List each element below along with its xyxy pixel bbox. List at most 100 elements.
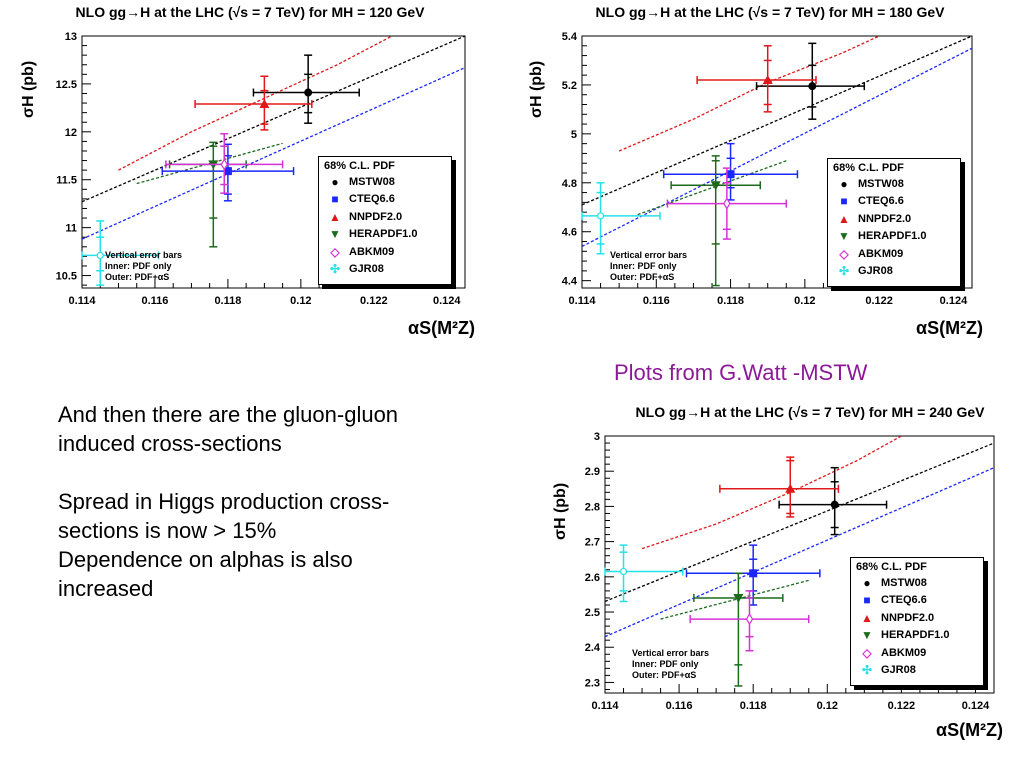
fit-line-nnpdf20: [618, 36, 880, 152]
y-tick-label: 2.4: [585, 642, 601, 654]
chart-mh180: NLO gg→H at the LHC (√s = 7 TeV) for MH …: [520, 0, 1020, 350]
data-point-herapdf10: [693, 572, 784, 687]
x-tick-label: 0.122: [888, 700, 916, 712]
fit-line-mstw08: [605, 442, 994, 603]
data-point-mstw08: [778, 466, 888, 536]
text-line: Spread in Higgs production cross-: [58, 489, 390, 514]
plot-area: 0.114 0.116 0.118 0.12 0.122 0.124 10.5 11 11.5 1…: [56, 31, 466, 307]
fit-lines: [582, 36, 972, 247]
legend: 68% C.L. PDF ● MSTW08 ■ CTEQ6.6 ▲ NNPDF2.0 …: [318, 156, 452, 285]
x-tick-label: 0.118: [214, 295, 241, 307]
legend-header: 68% C.L. PDF: [324, 160, 395, 172]
plot-frame: [604, 435, 995, 694]
fit-line-herapdf10: [136, 142, 283, 185]
x-tick-label: 0.124: [940, 295, 968, 307]
chart-title: NLO gg→H at the LHC (√s = 7 TeV) for MH …: [635, 404, 985, 420]
x-tick-label: 0.124: [433, 295, 461, 307]
data-point-herapdf10: [670, 155, 762, 287]
data-point-nnpdf20: [194, 75, 313, 131]
data-point-herapdf10: [168, 141, 247, 248]
y-tick-label: 2.3: [585, 677, 600, 689]
legend-entry-abkm09: ◇ ABKM09: [862, 645, 927, 660]
x-axis-label: αS(M²Z): [408, 318, 476, 338]
data-point-mstw08: [252, 54, 360, 124]
y-tick-label: 2.9: [585, 466, 600, 478]
legend-entry-gjr08: ✣ GJR08: [838, 264, 893, 279]
fit-line-herapdf10: [660, 579, 809, 620]
data-point-gjr08: [81, 220, 160, 286]
marker-square: [749, 569, 758, 578]
x-axis-label: αS(M²Z): [936, 720, 1004, 740]
legend-entry-herapdf10: ▼ HERAPDF1.0: [838, 229, 927, 244]
fit-line-cteq66: [582, 47, 972, 247]
legend-header: 68% C.L. PDF: [833, 162, 904, 174]
y-tick-label: 2.5: [585, 607, 600, 619]
data-point-abkm09: [689, 590, 810, 652]
marker-circle: [304, 88, 313, 97]
x-tick-label: 0.116: [141, 295, 168, 307]
legend: 68% C.L. PDF ● MSTW08 ■ CTEQ6.6 ▲ NNPDF2.0 …: [850, 557, 984, 686]
marker-open-cross: [619, 567, 628, 576]
marker-open-cross: [96, 251, 104, 260]
legend-entry-mstw08: ● MSTW08: [840, 176, 904, 191]
marker-diamond: [723, 197, 731, 210]
spacer: [58, 458, 478, 487]
x-tick-label: 0.116: [643, 295, 670, 307]
y-axis-label: σH (pb): [552, 482, 569, 540]
fit-line-mstw08: [582, 36, 972, 206]
plot-frame: [581, 35, 973, 289]
fit-line-mstw08: [82, 36, 465, 203]
data-point-nnpdf20: [719, 456, 840, 518]
legend: 68% C.L. PDF ● MSTW08 ■ CTEQ6.6 ▲ NNPDF2.0 …: [827, 158, 961, 287]
fit-line-herapdf10: [637, 160, 787, 216]
y-tick-label: 13: [65, 31, 77, 43]
marker-circle: [808, 82, 817, 91]
x-tick-label: 0.12: [794, 295, 815, 307]
marker-diamond: [745, 612, 754, 626]
chart-mh240: NLO gg→H at the LHC (√s = 7 TeV) for MH …: [540, 400, 1020, 760]
y-tick-label: 5.4: [562, 31, 578, 43]
y-tick-label: 2.7: [585, 537, 600, 549]
y-tick-label: 11: [65, 223, 77, 235]
legend-entry-nnpdf20: ▲ NNPDF2.0: [861, 610, 935, 625]
data-point-abkm09: [666, 167, 788, 240]
text-line: sections is now > 15%: [58, 518, 277, 543]
y-tick-label: 12: [65, 127, 77, 139]
x-tick-label: 0.114: [592, 700, 620, 712]
marker-triangle-up: [762, 75, 773, 85]
legend-entry-mstw08: ● MSTW08: [331, 174, 395, 189]
marker-square: [726, 170, 735, 179]
y-tick-label: 2.8: [585, 501, 600, 513]
plot-area: 0.114 0.116 0.118 0.12 0.122 0.124 2.3 2.4 2.5 2.…: [585, 431, 995, 712]
data-point-gjr08: [604, 544, 684, 603]
legend-entry-herapdf10: ▼ HERAPDF1.0: [861, 628, 950, 643]
chart-title: NLO gg→H at the LHC (√s = 7 TeV) for MH …: [595, 4, 945, 20]
chart-title: NLO gg→H at the LHC (√s = 7 TeV) for MH …: [75, 4, 425, 20]
y-tick-label: 12.5: [56, 79, 77, 91]
x-tick-label: 0.124: [962, 700, 990, 712]
body-text: And then there are the gluon-gluon induc…: [58, 400, 478, 603]
x-tick-label: 0.114: [69, 295, 97, 307]
x-tick-label: 0.118: [717, 295, 744, 307]
y-tick-label: 10.5: [56, 271, 77, 283]
plot-frame: [81, 35, 466, 289]
data-point-cteq66: [685, 544, 821, 606]
legend-entry-nnpdf20: ▲ NNPDF2.0: [838, 211, 912, 226]
data-point-cteq66: [662, 142, 799, 201]
legend-entry-cteq66: ■ CTEQ6.6: [840, 194, 904, 209]
y-axis-label: σH (pb): [528, 60, 545, 118]
legend-entry-gjr08: ✣ GJR08: [861, 663, 916, 678]
marker-diamond: [220, 158, 228, 171]
fit-line-cteq66: [605, 467, 994, 638]
y-tick-label: 4.4: [562, 276, 578, 288]
text-line: increased: [58, 576, 154, 601]
y-tick-label: 5.2: [562, 80, 577, 92]
fit-line-nnpdf20: [641, 436, 902, 550]
legend-entry-nnpdf20: ▲ NNPDF2.0: [329, 209, 403, 224]
caption: Plots from G.Watt -MSTW: [614, 360, 868, 385]
y-tick-label: 3: [594, 431, 600, 443]
x-tick-label: 0.12: [817, 700, 838, 712]
data-point-cteq66: [161, 143, 295, 202]
x-tick-label: 0.114: [569, 295, 597, 307]
y-axis-label: σH (pb): [20, 60, 37, 118]
